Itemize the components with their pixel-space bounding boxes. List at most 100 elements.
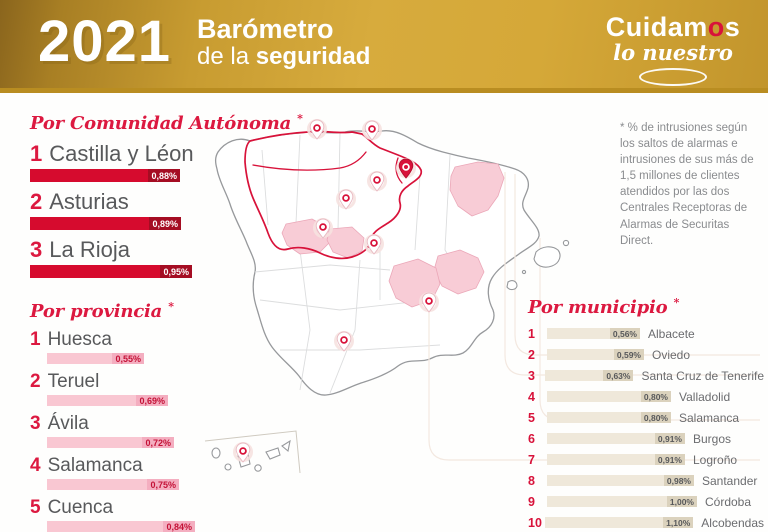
value-bar: 0,80%: [547, 412, 671, 423]
rank-number: 6: [528, 431, 535, 446]
value-label: 0,80%: [640, 391, 671, 402]
value-bar: 0,84%: [47, 521, 195, 532]
value-bar: 0,80%: [547, 391, 671, 402]
list-item: 5 Cuenca 0,84%: [30, 497, 235, 532]
provincia-list: 1 Huesca 0,55% 2 Teruel 0,69% 3 Ávila 0,72% 4 Sala…: [30, 329, 235, 532]
title-line1: Barómetro: [197, 14, 334, 44]
category-label: 4 Salamanca: [30, 455, 143, 476]
province-avila: [326, 226, 365, 259]
list-item: 3 Ávila 0,72%: [30, 413, 235, 448]
map-pin-santander: [362, 120, 382, 141]
rank-number: 2: [30, 189, 43, 214]
comunidad-list: 1 Castilla y Léon 0,88% 2 Asturias 0,89% 3 La R…: [30, 141, 235, 278]
value-label: 0,91%: [654, 454, 685, 465]
highlighted-provinces: [281, 161, 505, 308]
page-title: Barómetro de la seguridad: [197, 14, 371, 71]
value-label: 1,00%: [666, 496, 697, 507]
year-label: 2021: [38, 9, 172, 74]
logo-pin-o-icon: o: [707, 12, 725, 42]
value-bar: 0,55%: [47, 353, 144, 364]
title-line2: de la seguridad: [197, 43, 371, 71]
category-label: 1 Huesca: [30, 329, 112, 350]
value-bar: 0,75%: [47, 479, 179, 490]
rank-number: 5: [30, 497, 41, 518]
map-pin-oviedo: [307, 119, 327, 140]
category-label: Valladolid: [679, 389, 731, 404]
map-pins: [233, 119, 439, 463]
list-item: 2 Asturias 0,89%: [30, 189, 235, 230]
municipio-list: 1 0,56% Albacete 2 0,59% Oviedo 3 0,63% Santa Cr…: [528, 324, 764, 532]
category-label: Oviedo: [652, 347, 691, 362]
value-label: 0,59%: [613, 349, 644, 360]
category-label: 3 La Rioja: [30, 237, 130, 262]
rank-number: 2: [528, 347, 535, 362]
value-bar: 0,59%: [547, 349, 644, 360]
category-label: Córdoba: [705, 494, 752, 509]
province-salamanca: [281, 218, 331, 255]
value-bar: 0,63%: [544, 370, 634, 381]
rank-number: 1: [30, 329, 41, 350]
value-bar: 1,10%: [545, 517, 694, 528]
brand-logo: Cuidamos lo nuestro: [598, 12, 748, 86]
list-item: 4 0,80% Valladolid: [528, 387, 764, 406]
brand-logo-line1: Cuidamos: [605, 12, 741, 42]
value-bar: 0,72%: [47, 437, 174, 448]
value-label: 0,91%: [654, 433, 685, 444]
section-por-provincia: Por provincia * 1 Huesca 0,55% 2 Teruel 0,69%…: [30, 300, 235, 532]
value-bar: 0,98%: [547, 475, 694, 486]
category-label: Alcobendas: [701, 515, 764, 530]
rank-number: 4: [528, 389, 535, 404]
map-pin-santa-cruz-de-tenerife: [233, 442, 253, 463]
list-item: 7 0,91% Logroño: [528, 450, 764, 469]
value-label: 0,69%: [136, 395, 168, 406]
value-label: 0,75%: [147, 479, 179, 490]
value-label: 0,55%: [112, 353, 144, 364]
value-bar: 1,00%: [547, 496, 697, 507]
section-heading-municipio: Por municipio *: [528, 296, 680, 318]
value-bar: 0,56%: [547, 328, 640, 339]
category-label: 2 Teruel: [30, 371, 100, 392]
header-band-edge: [0, 88, 768, 93]
section-por-comunidad: Por Comunidad Autónoma * 1 Castilla y Léo…: [30, 112, 303, 278]
value-label: 1,10%: [663, 517, 694, 528]
rank-number: 10: [528, 515, 542, 530]
rank-number: 2: [30, 371, 41, 392]
category-label: Salamanca: [679, 410, 740, 425]
map-pin-alcobendas: [364, 234, 384, 255]
rank-number: 3: [30, 237, 43, 262]
province-teruel: [433, 249, 485, 295]
rank-number: 9: [528, 494, 535, 509]
list-item: 2 Teruel 0,69%: [30, 371, 235, 406]
list-item: 9 1,00% Córdoba: [528, 492, 764, 511]
rank-number: 3: [528, 368, 535, 383]
map-pin-albacete: [419, 292, 439, 313]
list-item: 1 Huesca 0,55%: [30, 329, 235, 364]
category-label: Santa Cruz de Tenerife: [641, 368, 764, 383]
list-item: 5 0,80% Salamanca: [528, 408, 764, 427]
value-bar: 0,91%: [547, 433, 685, 444]
value-bar: 0,88%: [30, 169, 180, 182]
value-bar: 0,95%: [30, 265, 192, 278]
rank-number: 3: [30, 413, 41, 434]
category-label: Santander: [702, 473, 758, 488]
rank-number: 1: [528, 326, 535, 341]
section-heading-provincia: Por provincia *: [30, 300, 174, 322]
value-bar: 0,89%: [30, 217, 181, 230]
value-label: 0,88%: [148, 169, 180, 182]
category-label: Logroño: [693, 452, 738, 467]
map-pin-salamanca: [313, 218, 333, 239]
rank-number: 5: [528, 410, 535, 425]
list-item: 4 Salamanca 0,75%: [30, 455, 235, 490]
footnote-text: * % de intrusiones según los saltos de a…: [620, 122, 754, 247]
category-label: Albacete: [648, 326, 695, 341]
value-label: 0,95%: [160, 265, 192, 278]
value-label: 0,80%: [640, 412, 671, 423]
balearic-islands: [506, 239, 570, 291]
rank-number: 4: [30, 455, 41, 476]
value-bar: 0,69%: [47, 395, 168, 406]
section-por-municipio: Por municipio * 1 0,56% Albacete 2 0,59% Ovie…: [528, 296, 764, 532]
rank-number: 7: [528, 452, 535, 467]
list-item: 10 1,10% Alcobendas: [528, 513, 764, 532]
category-label: 1 Castilla y Léon: [30, 141, 194, 166]
list-item: 3 La Rioja 0,95%: [30, 237, 235, 278]
